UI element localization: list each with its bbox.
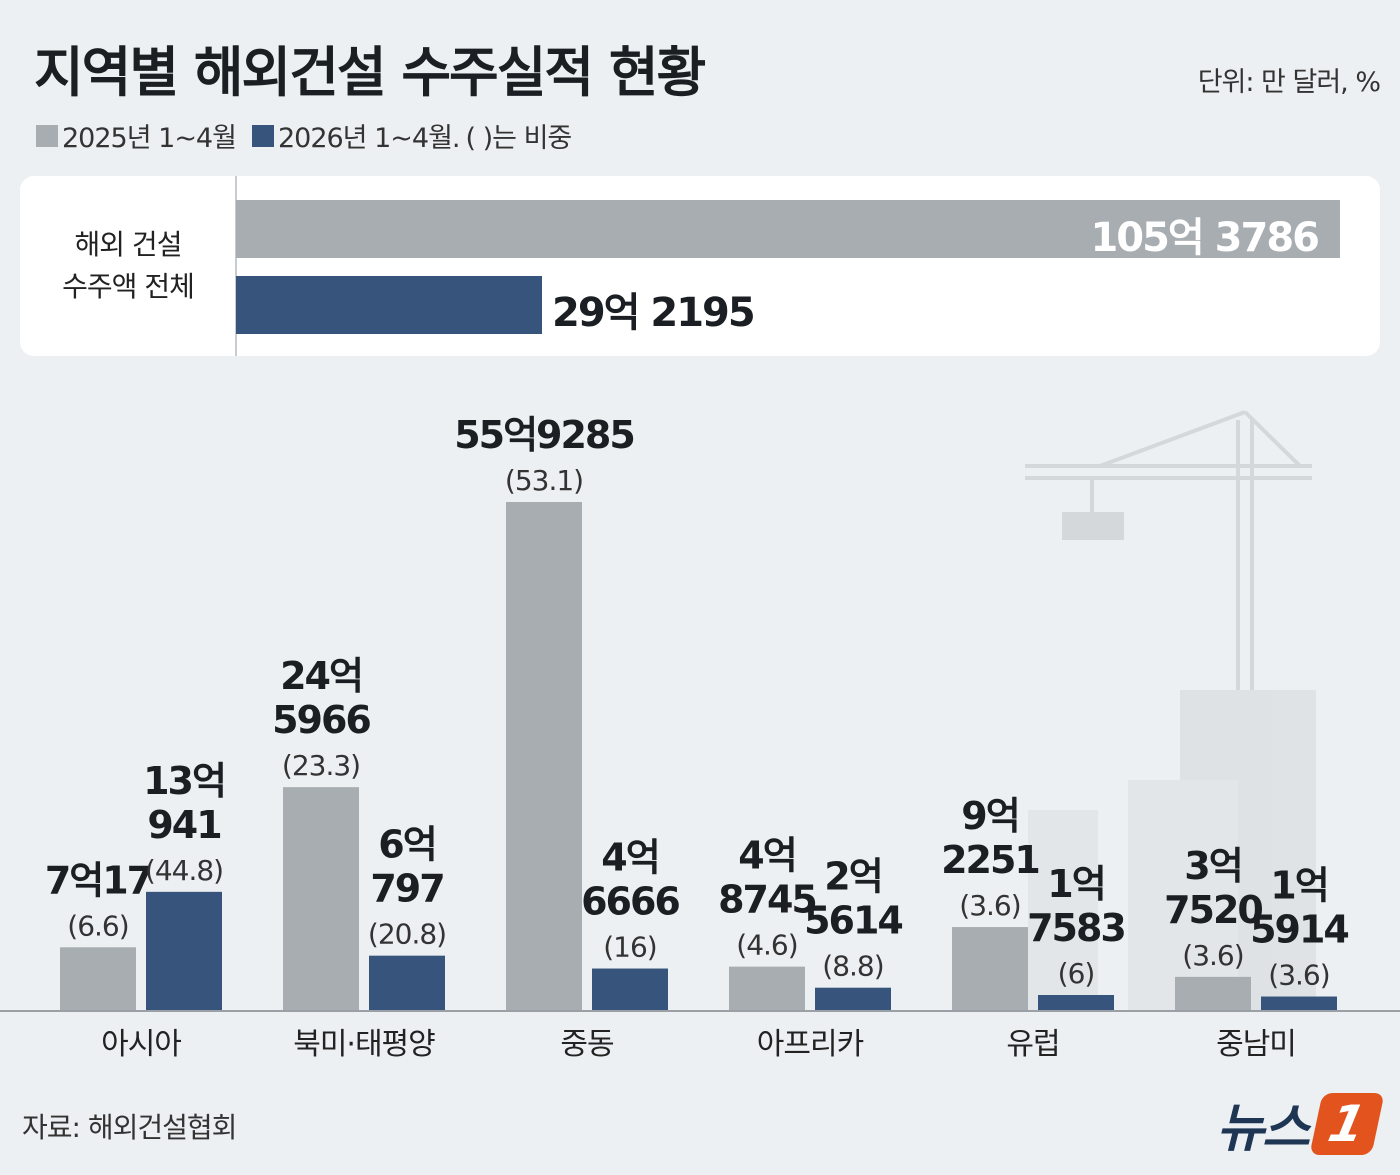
category-label-3: 아프리카	[757, 1027, 864, 1062]
share-label-prev-4: (3.6)	[959, 889, 1020, 922]
value-label-prev-3-0: 4억	[738, 834, 795, 878]
bar-prev-3	[729, 966, 805, 1011]
bar-cur-1	[369, 955, 445, 1011]
legend-item-prev: 2025년 1~4월	[36, 116, 237, 155]
source-note: 자료: 해외건설협회	[22, 1111, 237, 1144]
value-label-cur-2-1: 6666	[581, 880, 679, 924]
value-label-prev-3-1: 8745	[718, 878, 816, 922]
bar-cur-3	[815, 987, 891, 1011]
category-label-2: 중동	[560, 1027, 614, 1062]
share-label-cur-1: (20.8)	[368, 918, 446, 951]
share-label-prev-0: (6.6)	[67, 909, 128, 942]
share-label-prev-5: (3.6)	[1182, 939, 1243, 972]
value-label-cur-4-0: 1억	[1047, 862, 1104, 906]
logo-text: 뉴스	[1216, 1099, 1310, 1159]
building-left	[1028, 810, 1098, 1010]
bar-prev-2	[506, 502, 582, 1011]
value-label-cur-1-0: 6억	[378, 823, 435, 867]
share-label-cur-0: (44.8)	[145, 854, 223, 887]
value-label-cur-3-0: 2억	[824, 855, 881, 899]
value-label-prev-5-0: 3억	[1184, 844, 1241, 888]
share-label-prev-3: (4.6)	[736, 929, 797, 962]
category-label-4: 유럽	[1006, 1027, 1059, 1062]
category-label-5: 중남미	[1216, 1027, 1296, 1062]
legend-swatch-cur	[251, 124, 274, 147]
bar-prev-0	[60, 947, 136, 1011]
unit-label: 단위: 만 달러, %	[1197, 67, 1381, 98]
bar-cur-5	[1261, 996, 1337, 1011]
logo-badge-text: 1	[1323, 1094, 1371, 1153]
total-label: 해외 건설 수주액 전체	[20, 176, 236, 356]
legend-label-prev: 2025년 1~4월	[62, 123, 237, 154]
share-label-cur-5: (3.6)	[1268, 959, 1329, 992]
share-label-prev-1: (23.3)	[282, 749, 360, 782]
share-label-cur-3: (8.8)	[822, 950, 883, 983]
bar-cur-2	[592, 968, 668, 1011]
total-divider	[235, 176, 237, 356]
value-label-cur-3-1: 5614	[804, 899, 902, 943]
legend-item-cur: 2026년 1~4월. ( )는 비중	[251, 116, 573, 155]
bar-cur-4	[1038, 994, 1114, 1011]
value-label-cur-4-1: 7583	[1027, 906, 1125, 950]
bar-cur-0	[146, 891, 222, 1011]
legend-note: ( )는 비중	[465, 123, 573, 154]
value-label-cur-1-1: 797	[370, 867, 443, 911]
building-mid	[1128, 780, 1238, 1010]
page-title: 지역별 해외건설 수주실적 현황	[34, 41, 706, 104]
crane-illustration	[1025, 410, 1312, 700]
news1-logo: 뉴스 1	[1216, 1086, 1385, 1161]
total-label-line2: 수주액 전체	[62, 270, 195, 303]
value-label-prev-2-0: 55억9285	[454, 413, 634, 457]
share-label-cur-2: (16)	[603, 931, 656, 964]
value-label-prev-4-1: 2251	[941, 838, 1039, 882]
value-label-cur-5-1: 5914	[1250, 908, 1348, 952]
logo-badge: 1	[1309, 1092, 1385, 1155]
category-label-0: 아시아	[101, 1027, 181, 1062]
share-label-cur-4: (6)	[1058, 957, 1095, 990]
bar-prev-1	[283, 787, 359, 1011]
total-value-cur: 29억 2195	[552, 290, 756, 336]
crane-load	[1062, 512, 1124, 540]
value-label-prev-0-0: 7억17	[45, 858, 151, 902]
legend-label-cur: 2026년 1~4월.	[277, 123, 461, 154]
total-label-line1: 해외 건설	[74, 228, 183, 261]
bar-prev-4	[952, 927, 1028, 1011]
value-label-prev-5-1: 7520	[1164, 888, 1262, 932]
total-bar-cur	[236, 276, 542, 334]
value-label-prev-4-0: 9억	[961, 794, 1018, 838]
total-bar-prev	[236, 200, 1340, 258]
value-label-cur-0-0: 13억	[143, 759, 225, 803]
share-label-prev-2: (53.1)	[505, 464, 583, 497]
total-panel: 해외 건설 수주액 전체 105억 3786 29억 2195	[20, 176, 1380, 356]
value-label-cur-5-0: 1억	[1270, 864, 1327, 908]
total-value-prev: 105억 3786	[1090, 215, 1320, 261]
bar-prev-5	[1175, 976, 1251, 1011]
value-label-prev-1-0: 24억	[280, 654, 362, 698]
category-label-1: 북미·태평양	[293, 1027, 435, 1062]
legend: 2025년 1~4월 2026년 1~4월. ( )는 비중	[36, 116, 587, 155]
value-label-cur-2-0: 4억	[601, 836, 658, 880]
value-label-cur-0-1: 941	[147, 803, 220, 847]
value-label-prev-1-1: 5966	[272, 698, 370, 742]
background-illustration	[1025, 410, 1316, 1010]
legend-swatch-prev	[36, 124, 58, 147]
